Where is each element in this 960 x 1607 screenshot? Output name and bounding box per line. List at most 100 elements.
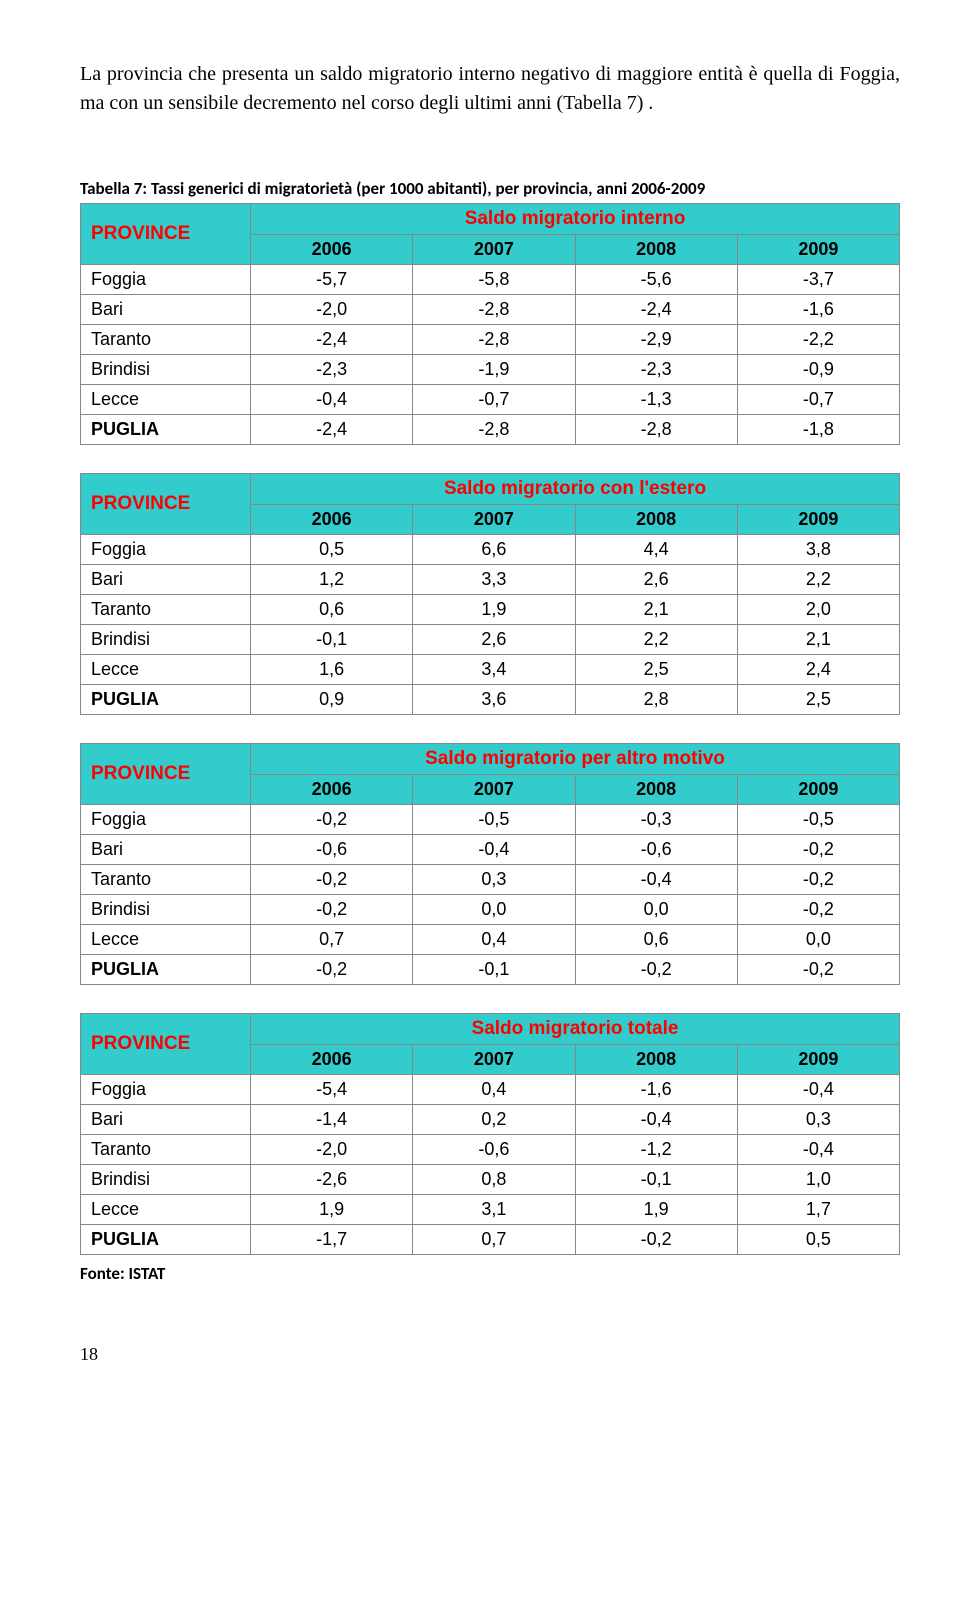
row-label: Brindisi bbox=[81, 1165, 251, 1195]
cell-value: -2,6 bbox=[251, 1165, 413, 1195]
cell-value: -2,0 bbox=[251, 1135, 413, 1165]
data-table: PROVINCESaldo migratorio per altro motiv… bbox=[80, 743, 900, 985]
data-table: PROVINCESaldo migratorio con l'estero200… bbox=[80, 473, 900, 715]
year-header: 2006 bbox=[251, 1045, 413, 1075]
cell-value: -2,8 bbox=[413, 295, 575, 325]
row-label: Brindisi bbox=[81, 625, 251, 655]
cell-value: 0,4 bbox=[413, 1075, 575, 1105]
cell-value: 1,6 bbox=[251, 655, 413, 685]
cell-value: -1,6 bbox=[737, 295, 899, 325]
table-row: Brindisi-0,12,62,22,1 bbox=[81, 625, 900, 655]
cell-value: 0,8 bbox=[413, 1165, 575, 1195]
cell-value: 0,3 bbox=[413, 865, 575, 895]
row-label: Taranto bbox=[81, 325, 251, 355]
row-label: Foggia bbox=[81, 1075, 251, 1105]
row-label: Taranto bbox=[81, 595, 251, 625]
year-header: 2009 bbox=[737, 1045, 899, 1075]
cell-value: 3,1 bbox=[413, 1195, 575, 1225]
cell-value: -0,6 bbox=[575, 835, 737, 865]
year-header: 2007 bbox=[413, 505, 575, 535]
province-header: PROVINCE bbox=[81, 744, 251, 805]
cell-value: 2,5 bbox=[575, 655, 737, 685]
year-header: 2008 bbox=[575, 1045, 737, 1075]
cell-value: 3,8 bbox=[737, 535, 899, 565]
cell-value: -5,8 bbox=[413, 265, 575, 295]
cell-value: 0,2 bbox=[413, 1105, 575, 1135]
row-label: Lecce bbox=[81, 925, 251, 955]
cell-value: -0,4 bbox=[413, 835, 575, 865]
cell-value: -0,7 bbox=[737, 385, 899, 415]
cell-value: 2,1 bbox=[575, 595, 737, 625]
cell-value: 6,6 bbox=[413, 535, 575, 565]
cell-value: -5,4 bbox=[251, 1075, 413, 1105]
province-header: PROVINCE bbox=[81, 474, 251, 535]
cell-value: 2,5 bbox=[737, 685, 899, 715]
table-row: Taranto-0,20,3-0,4-0,2 bbox=[81, 865, 900, 895]
table-row: Bari-2,0-2,8-2,4-1,6 bbox=[81, 295, 900, 325]
province-header: PROVINCE bbox=[81, 204, 251, 265]
row-label: Bari bbox=[81, 565, 251, 595]
cell-value: -2,8 bbox=[575, 415, 737, 445]
row-label: Taranto bbox=[81, 1135, 251, 1165]
cell-value: 2,1 bbox=[737, 625, 899, 655]
cell-value: 2,4 bbox=[737, 655, 899, 685]
cell-value: 0,5 bbox=[737, 1225, 899, 1255]
cell-value: -5,6 bbox=[575, 265, 737, 295]
cell-value: -2,8 bbox=[413, 415, 575, 445]
table-row: Brindisi-0,20,00,0-0,2 bbox=[81, 895, 900, 925]
cell-value: 0,5 bbox=[251, 535, 413, 565]
cell-value: 2,8 bbox=[575, 685, 737, 715]
table-row: PUGLIA-1,70,7-0,20,5 bbox=[81, 1225, 900, 1255]
cell-value: -1,8 bbox=[737, 415, 899, 445]
table-row: PUGLIA0,93,62,82,5 bbox=[81, 685, 900, 715]
cell-value: 2,6 bbox=[575, 565, 737, 595]
cell-value: 0,0 bbox=[575, 895, 737, 925]
row-label: Lecce bbox=[81, 655, 251, 685]
data-table: PROVINCESaldo migratorio interno20062007… bbox=[80, 203, 900, 445]
tables-container: PROVINCESaldo migratorio interno20062007… bbox=[80, 203, 900, 1255]
table-row: Foggia-0,2-0,5-0,3-0,5 bbox=[81, 805, 900, 835]
cell-value: 1,0 bbox=[737, 1165, 899, 1195]
row-label: Bari bbox=[81, 1105, 251, 1135]
cell-value: -2,3 bbox=[575, 355, 737, 385]
row-label: PUGLIA bbox=[81, 685, 251, 715]
cell-value: -0,2 bbox=[575, 1225, 737, 1255]
cell-value: 1,7 bbox=[737, 1195, 899, 1225]
cell-value: 0,6 bbox=[575, 925, 737, 955]
cell-value: 0,3 bbox=[737, 1105, 899, 1135]
cell-value: 0,0 bbox=[413, 895, 575, 925]
cell-value: -0,5 bbox=[413, 805, 575, 835]
table-row: Foggia-5,7-5,8-5,6-3,7 bbox=[81, 265, 900, 295]
table-row: Lecce1,63,42,52,4 bbox=[81, 655, 900, 685]
cell-value: 1,9 bbox=[575, 1195, 737, 1225]
cell-value: 0,9 bbox=[251, 685, 413, 715]
cell-value: 1,9 bbox=[251, 1195, 413, 1225]
cell-value: -0,2 bbox=[575, 955, 737, 985]
cell-value: 3,4 bbox=[413, 655, 575, 685]
row-label: PUGLIA bbox=[81, 415, 251, 445]
table-title: Saldo migratorio totale bbox=[251, 1014, 900, 1045]
cell-value: -0,1 bbox=[413, 955, 575, 985]
cell-value: 2,0 bbox=[737, 595, 899, 625]
row-label: Taranto bbox=[81, 865, 251, 895]
cell-value: -0,2 bbox=[737, 835, 899, 865]
row-label: Foggia bbox=[81, 805, 251, 835]
cell-value: -0,6 bbox=[413, 1135, 575, 1165]
row-label: Bari bbox=[81, 835, 251, 865]
cell-value: 1,2 bbox=[251, 565, 413, 595]
row-label: Brindisi bbox=[81, 895, 251, 925]
cell-value: 0,0 bbox=[737, 925, 899, 955]
cell-value: -0,1 bbox=[575, 1165, 737, 1195]
cell-value: 0,6 bbox=[251, 595, 413, 625]
cell-value: 3,6 bbox=[413, 685, 575, 715]
cell-value: 2,6 bbox=[413, 625, 575, 655]
year-header: 2006 bbox=[251, 505, 413, 535]
year-header: 2008 bbox=[575, 505, 737, 535]
cell-value: 1,9 bbox=[413, 595, 575, 625]
cell-value: -0,5 bbox=[737, 805, 899, 835]
cell-value: -2,9 bbox=[575, 325, 737, 355]
row-label: Foggia bbox=[81, 265, 251, 295]
row-label: PUGLIA bbox=[81, 955, 251, 985]
cell-value: 0,4 bbox=[413, 925, 575, 955]
cell-value: -2,3 bbox=[251, 355, 413, 385]
